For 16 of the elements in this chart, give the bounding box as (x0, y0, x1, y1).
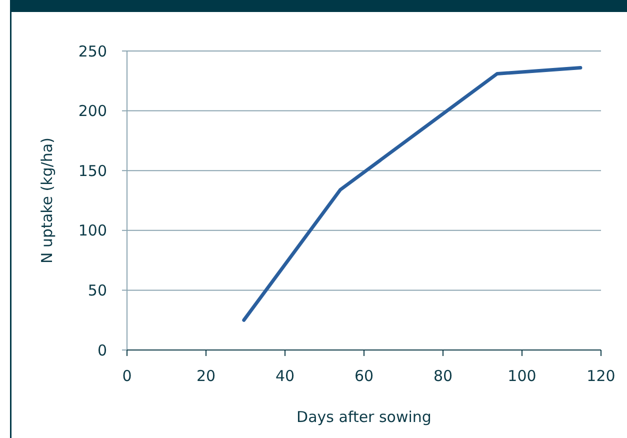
y-tick-label: 150 (78, 162, 107, 180)
y-tick-label: 0 (97, 341, 107, 360)
y-tick-label: 50 (88, 281, 107, 300)
y-tick-label: 200 (78, 102, 107, 120)
y-tick-label: 250 (78, 42, 107, 60)
x-axis-title: Days after sowing (296, 408, 432, 426)
x-tick-label: 100 (508, 367, 536, 385)
x-tick-label: 40 (275, 367, 295, 385)
line-series (242, 66, 582, 322)
x-tick-label: 80 (433, 367, 453, 385)
x-tick-label: 120 (586, 367, 616, 385)
x-tick-label: 20 (196, 367, 216, 385)
x-tick-label: 0 (122, 367, 132, 385)
y-tick-label: 100 (78, 222, 107, 240)
x-tick-label: 60 (354, 367, 374, 385)
y-axis-title: N uptake (kg/ha) (38, 138, 56, 264)
